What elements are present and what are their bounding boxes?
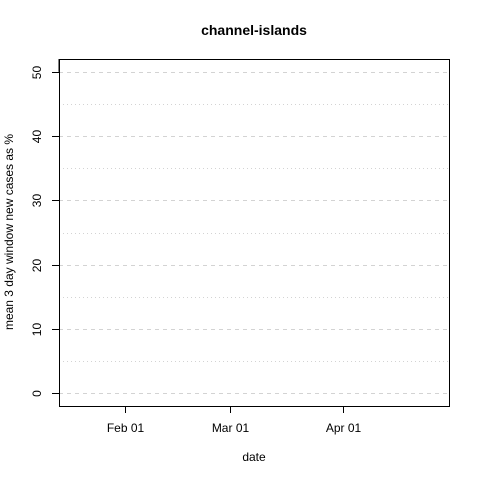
x-tick-label: Apr 01 — [326, 421, 362, 435]
chart-title: channel-islands — [201, 22, 307, 38]
x-tick-label: Mar 01 — [212, 421, 250, 435]
y-tick-label: 10 — [30, 323, 44, 337]
y-axis: 0 10 20 30 40 50 — [30, 66, 59, 397]
y-tick-label: 40 — [30, 130, 44, 144]
y-tick-label: 30 — [30, 194, 44, 208]
x-tick-label: Feb 01 — [107, 421, 145, 435]
y-axis-label: mean 3 day window new cases as % — [2, 134, 16, 330]
grid-layer — [59, 72, 449, 394]
y-tick-label: 50 — [30, 66, 44, 80]
y-tick-label: 20 — [30, 259, 44, 273]
plot-frame — [59, 59, 450, 407]
y-tick-label: 0 — [30, 390, 44, 397]
x-axis-label: date — [242, 450, 266, 464]
x-axis: Feb 01 Mar 01 Apr 01 — [107, 406, 362, 435]
